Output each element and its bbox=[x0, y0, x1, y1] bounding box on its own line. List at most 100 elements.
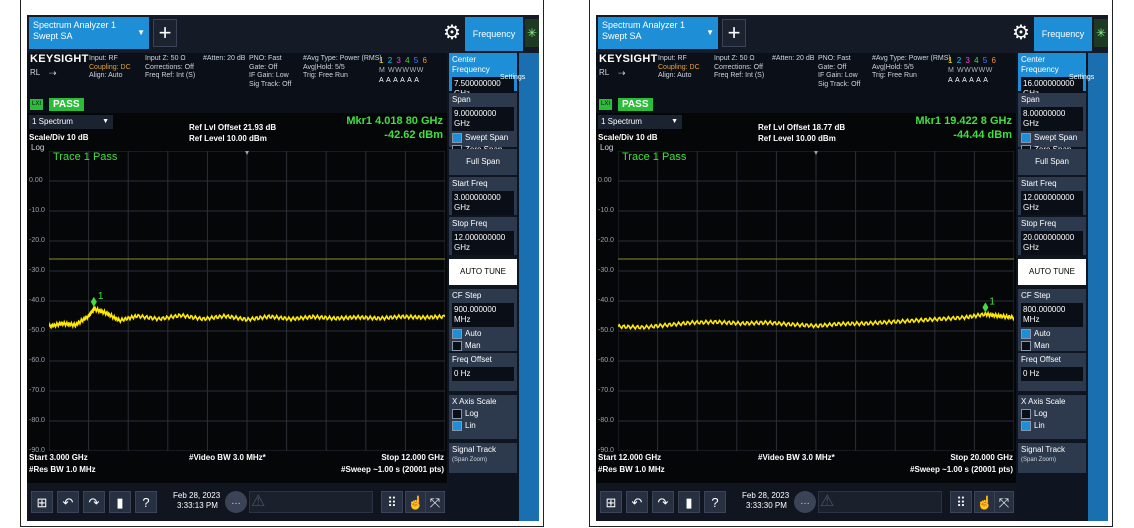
start-freq-key[interactable]: Start Freq 12.000000000 GHz bbox=[1018, 177, 1086, 215]
start-freq-value[interactable]: 3.000000000 GHz bbox=[452, 191, 514, 215]
app-tab[interactable]: Spectrum Analyzer 1 Swept SA ▼ bbox=[29, 17, 149, 49]
trace-plot[interactable]: 1 bbox=[618, 151, 1014, 451]
screenshot-frame: Spectrum Analyzer 1 Swept SA ▼ + ⚙ Frequ… bbox=[20, 0, 544, 527]
spectrum-graph[interactable]: 1 Spectrum ▼ Scale/Div 10 dB Log Ref Lvl… bbox=[27, 113, 447, 483]
coupling-setting: Coupling: DC bbox=[658, 63, 700, 71]
cf-step-man-option[interactable]: Man bbox=[452, 341, 514, 351]
rl-label: RL bbox=[30, 68, 41, 77]
maximize-icon[interactable]: ⤧ bbox=[425, 491, 445, 513]
freq-ref: Freq Ref: Int (S) bbox=[714, 72, 765, 79]
x-axis-lin-radio[interactable] bbox=[452, 421, 462, 431]
settings-tab[interactable]: Settings bbox=[500, 74, 526, 81]
chevron-down-icon: ▼ bbox=[671, 118, 678, 125]
cf-step-auto-option[interactable]: Auto bbox=[452, 329, 514, 339]
x-axis-log-radio[interactable] bbox=[452, 409, 462, 419]
file-icon[interactable]: ▮ bbox=[678, 491, 700, 513]
swept-span-option[interactable]: Swept Span bbox=[452, 133, 514, 143]
keypad-icon[interactable]: ⠿ bbox=[381, 491, 403, 513]
x-axis-scale-key[interactable]: X Axis Scale Log Lin bbox=[449, 395, 517, 439]
windows-start-icon[interactable]: ⊞ bbox=[31, 491, 53, 513]
message-icon[interactable]: … bbox=[794, 491, 816, 513]
start-freq-key[interactable]: Start Freq 3.000000000 GHz bbox=[449, 177, 517, 215]
marker-1-diamond bbox=[982, 302, 989, 313]
cf-step-auto-radio[interactable] bbox=[452, 329, 462, 339]
auto-tune-button[interactable]: AUTO TUNE bbox=[449, 259, 517, 285]
x-axis-scale-key[interactable]: X Axis Scale Log Lin bbox=[1018, 395, 1086, 439]
redo-icon[interactable]: ↷ bbox=[83, 491, 105, 513]
cf-step-man-option[interactable]: Man bbox=[1021, 341, 1083, 351]
frequency-menu-button[interactable]: Frequency bbox=[465, 17, 523, 51]
cf-step-auto-radio[interactable] bbox=[1021, 329, 1031, 339]
help-icon[interactable]: ? bbox=[704, 491, 726, 513]
date: Feb 28, 2023 bbox=[742, 491, 790, 500]
stop-freq-key[interactable]: Stop Freq 12.000000000 GHz bbox=[449, 217, 517, 255]
full-span-button[interactable]: Full Span bbox=[1018, 149, 1086, 175]
undo-icon[interactable]: ↶ bbox=[626, 491, 648, 513]
swept-span-radio[interactable] bbox=[1021, 133, 1031, 143]
gear-icon[interactable]: ⚙ bbox=[443, 22, 461, 44]
help-icon[interactable]: ? bbox=[135, 491, 157, 513]
cf-step-auto-option[interactable]: Auto bbox=[1021, 329, 1083, 339]
settings-column[interactable]: Settings bbox=[500, 53, 539, 521]
x-axis-log-option[interactable]: Log bbox=[1021, 409, 1083, 419]
measurement-window-tab[interactable]: 1 Spectrum ▼ bbox=[598, 115, 682, 129]
signal-track-key[interactable]: Signal Track (Span Zoom) bbox=[1018, 443, 1086, 473]
span-value[interactable]: 9.00000000 GHz bbox=[452, 107, 514, 131]
freq-offset-key[interactable]: Freq Offset 0 Hz bbox=[1018, 353, 1086, 391]
cf-step-key[interactable]: CF Step 900.000000 MHz Auto Man bbox=[449, 289, 517, 351]
full-span-button[interactable]: Full Span bbox=[449, 149, 517, 175]
softkey-panel: Center Frequency 7.500000000 GHz Span 9.… bbox=[447, 53, 519, 521]
cf-step-man-radio[interactable] bbox=[1021, 341, 1031, 351]
x-axis-lin-radio[interactable] bbox=[1021, 421, 1031, 431]
settings-tab[interactable]: Settings bbox=[1069, 74, 1095, 81]
avg-hold: Avg|Hold: 5/5 bbox=[872, 63, 914, 71]
maximize-icon[interactable]: ⤧ bbox=[994, 491, 1014, 513]
stop-freq-value[interactable]: 20.000000000 GHz bbox=[1021, 231, 1083, 255]
trace-plot[interactable]: 1 bbox=[49, 151, 445, 451]
x-axis-lin-option[interactable]: Lin bbox=[452, 421, 514, 431]
touch-icon[interactable]: ☝ bbox=[405, 491, 427, 513]
freq-offset-value[interactable]: 0 Hz bbox=[452, 367, 514, 381]
app-tab[interactable]: Spectrum Analyzer 1 Swept SA ▼ bbox=[598, 17, 718, 49]
start-freq-value[interactable]: 12.000000000 GHz bbox=[1021, 191, 1083, 215]
cf-step-key[interactable]: CF Step 800.000000 MHz Auto Man bbox=[1018, 289, 1086, 351]
undo-icon[interactable]: ↶ bbox=[57, 491, 79, 513]
x-axis-log-radio[interactable] bbox=[1021, 409, 1031, 419]
keypad-icon[interactable]: ⠿ bbox=[950, 491, 972, 513]
span-key[interactable]: Span 9.00000000 GHz Swept Span Zero Span bbox=[449, 93, 517, 155]
x-axis-lin-option[interactable]: Lin bbox=[1021, 421, 1083, 431]
spectrum-graph[interactable]: 1 Spectrum ▼ Scale/Div 10 dB Log Ref Lvl… bbox=[596, 113, 1016, 483]
auto-tune-button[interactable]: AUTO TUNE bbox=[1018, 259, 1086, 285]
redo-icon[interactable]: ↷ bbox=[652, 491, 674, 513]
x-axis-scale-label: X Axis Scale bbox=[1021, 397, 1066, 406]
res-bw-label: #Res BW 1.0 MHz bbox=[598, 465, 665, 474]
stop-freq-value[interactable]: 12.000000000 GHz bbox=[452, 231, 514, 255]
cf-step-value[interactable]: 900.000000 MHz bbox=[452, 303, 514, 327]
cf-step-label: CF Step bbox=[452, 291, 482, 300]
trace-types: M WWWWW bbox=[379, 67, 425, 74]
measurement-window-tab[interactable]: 1 Spectrum ▼ bbox=[29, 115, 113, 129]
freq-offset-key[interactable]: Freq Offset 0 Hz bbox=[449, 353, 517, 391]
add-screen-button[interactable]: + bbox=[722, 19, 746, 47]
x-axis-log-option[interactable]: Log bbox=[452, 409, 514, 419]
swept-span-option[interactable]: Swept Span bbox=[1021, 133, 1083, 143]
gear-icon[interactable]: ⚙ bbox=[1012, 22, 1030, 44]
stop-freq-key[interactable]: Stop Freq 20.000000000 GHz bbox=[1018, 217, 1086, 255]
span-key[interactable]: Span 8.00000000 GHz Swept Span Zero Span bbox=[1018, 93, 1086, 155]
message-icon[interactable]: … bbox=[225, 491, 247, 513]
freq-offset-value[interactable]: 0 Hz bbox=[1021, 367, 1083, 381]
swept-span-radio[interactable] bbox=[452, 133, 462, 143]
center-frequency-key[interactable]: Center Frequency 16.000000000 GHz bbox=[1018, 53, 1086, 101]
center-frequency-key[interactable]: Center Frequency 7.500000000 GHz bbox=[449, 53, 517, 101]
frequency-menu-button[interactable]: Frequency bbox=[1034, 17, 1092, 51]
add-screen-button[interactable]: + bbox=[153, 19, 177, 47]
windows-start-icon[interactable]: ⊞ bbox=[600, 491, 622, 513]
file-icon[interactable]: ▮ bbox=[109, 491, 131, 513]
cf-step-value[interactable]: 800.000000 MHz bbox=[1021, 303, 1083, 327]
touch-icon[interactable]: ☝ bbox=[974, 491, 996, 513]
sweep-label: #Sweep ~1.00 s (20001 pts) bbox=[341, 465, 444, 474]
signal-track-key[interactable]: Signal Track (Span Zoom) bbox=[449, 443, 517, 473]
settings-column[interactable]: Settings bbox=[1069, 53, 1108, 521]
span-value[interactable]: 8.00000000 GHz bbox=[1021, 107, 1083, 131]
cf-step-man-radio[interactable] bbox=[452, 341, 462, 351]
